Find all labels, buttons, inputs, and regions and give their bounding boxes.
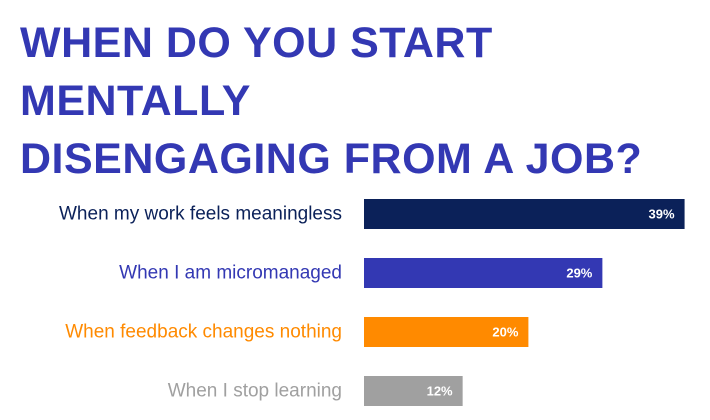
bar-value-label: 20% bbox=[492, 325, 518, 340]
category-label: When I am micromanaged bbox=[119, 263, 342, 284]
chart-title-line-1: WHEN DO YOU START MENTALLY bbox=[20, 19, 493, 125]
category-label: When I stop learning bbox=[168, 381, 342, 402]
chart-title-line-2: DISENGAGING FROM A JOB? bbox=[20, 135, 643, 183]
bar-value-label: 39% bbox=[649, 207, 675, 222]
bar bbox=[364, 199, 685, 229]
chart-title: WHEN DO YOU START MENTALLY DISENGAGING F… bbox=[20, 14, 700, 188]
bar bbox=[364, 317, 529, 347]
bar bbox=[364, 376, 463, 406]
bar-value-label: 29% bbox=[566, 266, 592, 281]
bar-value-label: 12% bbox=[427, 384, 453, 399]
bar bbox=[364, 258, 603, 288]
category-label: When my work feels meaningless bbox=[59, 204, 342, 225]
category-label: When feedback changes nothing bbox=[65, 322, 342, 343]
